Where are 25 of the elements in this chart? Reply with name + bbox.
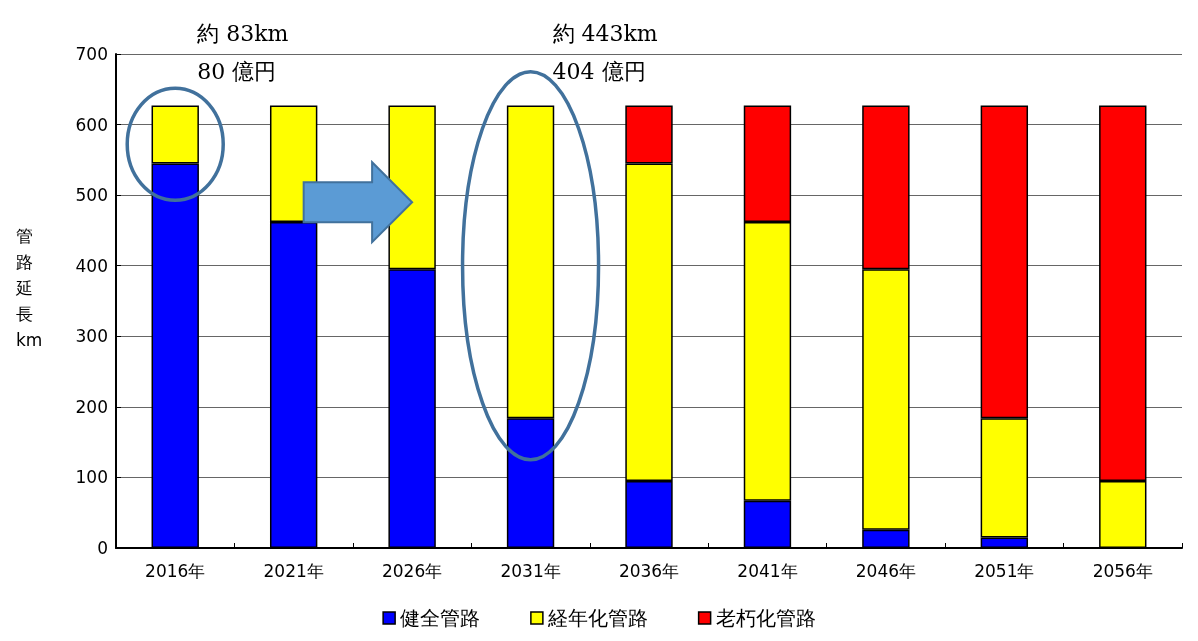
annotation: 404 億円 <box>552 58 646 84</box>
legend-label: 健全管路 <box>400 606 481 630</box>
legend-label: 老朽化管路 <box>715 606 816 630</box>
text: 約 83km <box>197 20 289 46</box>
annotation: 80 億円 <box>197 58 277 84</box>
y-tick-label: 300 <box>75 326 108 347</box>
y-tick-label: 400 <box>75 255 108 276</box>
legend-label: 経年化管路 <box>546 606 648 630</box>
x-tick-label: 2026年 <box>381 560 443 581</box>
y-tick-label: 700 <box>75 44 108 64</box>
text: 約 443km <box>552 20 658 46</box>
x-tick-label: 2021年 <box>263 560 324 581</box>
x-tick-label: 2056年 <box>1092 560 1153 581</box>
x-tick-label: 2041年 <box>737 560 798 581</box>
x-tick-label: 2031年 <box>500 560 561 581</box>
y-tick-label: 500 <box>75 185 108 206</box>
y-tick-label: 0 <box>97 538 108 558</box>
y-axis-title: 管路延長km <box>15 226 43 350</box>
x-tick-label: 2036年 <box>618 560 680 581</box>
x-tick-label: 2046年 <box>855 560 917 581</box>
y-tick-label: 600 <box>75 114 108 135</box>
x-tick-label: 2016年 <box>145 560 206 581</box>
y-tick-label: 100 <box>75 467 108 488</box>
x-tick-label: 2051年 <box>974 560 1035 581</box>
y-tick-label: 200 <box>75 396 108 417</box>
